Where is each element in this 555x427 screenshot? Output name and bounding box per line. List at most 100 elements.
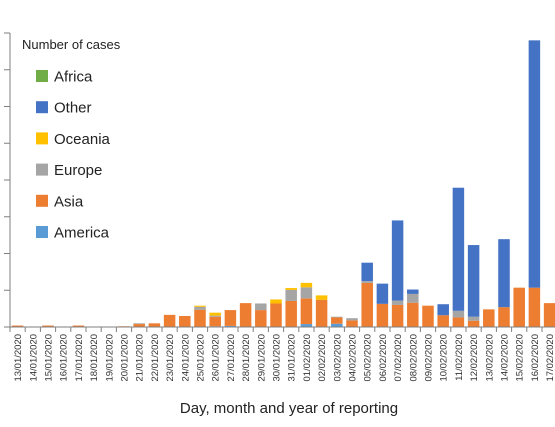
bar-other-25: [391, 220, 404, 301]
bar-america-21: [331, 323, 343, 327]
legend: Africa Other Oceania Europe Asia America: [36, 69, 111, 242]
bar-america-14: [224, 325, 237, 327]
bar-asia-8: [133, 324, 145, 327]
bar-europe-22: [346, 318, 358, 321]
x-tick-label: 01/02/2020: [302, 334, 313, 382]
x-tick-label: 03/02/2020: [332, 334, 343, 382]
bar-asia-33: [513, 287, 525, 327]
x-tick-label: 25/01/2020: [196, 334, 207, 382]
bar-asia-15: [239, 303, 252, 327]
bar-oceania-19: [300, 282, 313, 288]
bar-oceania-12: [194, 305, 206, 307]
bar-other-32: [498, 239, 510, 308]
legend-label-asia: Asia: [54, 193, 84, 210]
bar-asia-31: [483, 309, 495, 327]
x-tick-label: 29/01/2020: [256, 334, 267, 382]
x-tick-label: 19/01/2020: [104, 334, 115, 382]
x-tick-label: 23/01/2020: [165, 334, 176, 382]
x-tick-label: 27/01/2020: [226, 334, 237, 382]
legend-swatch-oceania: [36, 132, 48, 145]
bar-europe-19: [300, 287, 313, 299]
bar-asia-22: [346, 320, 358, 327]
bar-asia-9: [148, 323, 161, 327]
x-tick-label: 15/02/2020: [515, 334, 526, 382]
bar-other-23: [361, 262, 373, 282]
legend-swatch-europe: [36, 163, 48, 176]
bar-asia-24: [376, 303, 389, 327]
x-tick-label: 17/01/2020: [74, 334, 85, 382]
x-tick-label: 17/02/2020: [545, 334, 555, 382]
bar-oceania-20: [315, 295, 328, 300]
bar-europe-23: [361, 281, 373, 283]
bar-other-24: [376, 283, 389, 304]
x-tick-label: 12/02/2020: [469, 334, 480, 382]
legend-label-europe: Europe: [54, 162, 102, 179]
bar-asia-34: [528, 287, 541, 327]
bar-asia-4: [72, 325, 85, 327]
bar-europe-8: [133, 323, 145, 325]
bar-other-34: [528, 40, 541, 288]
bar-europe-13: [209, 315, 221, 317]
x-tick-label: 28/01/2020: [241, 334, 252, 382]
legend-swatch-america: [36, 226, 48, 238]
bar-asia-18: [285, 300, 297, 327]
bar-asia-32: [498, 307, 510, 327]
bar-europe-25: [391, 300, 404, 305]
bar-oceania-17: [270, 299, 282, 304]
bar-asia-23: [361, 282, 373, 327]
y-axis-label: Number of cases: [22, 37, 121, 52]
bar-europe-12: [194, 306, 206, 310]
bar-asia-2: [42, 325, 54, 327]
x-tick-label: 11/02/2020: [454, 334, 465, 381]
bar-europe-30: [467, 316, 480, 321]
bar-asia-11: [179, 315, 191, 327]
x-tick-label: 31/01/2020: [287, 334, 298, 382]
bar-asia-27: [422, 305, 434, 327]
bar-asia-14: [224, 310, 237, 326]
bar-asia-12: [194, 309, 206, 327]
legend-label-oceania: Oceania: [54, 131, 111, 148]
bar-asia-0: [11, 325, 24, 327]
x-tick-label: 04/02/2020: [348, 334, 359, 382]
x-tick-label: 26/01/2020: [211, 334, 222, 382]
bar-other-29: [452, 187, 465, 311]
x-tick-label: 30/01/2020: [272, 334, 283, 382]
legend-swatch-africa: [36, 70, 48, 82]
x-tick-label: 05/02/2020: [363, 334, 374, 382]
x-tick-label: 18/01/2020: [89, 334, 100, 382]
bar-asia-26: [407, 302, 419, 327]
x-axis: 13/01/2020 14/01/2020 15/01/2020 16/01/2020…: [9, 326, 555, 382]
x-tick-label: 16/02/2020: [530, 334, 541, 382]
x-tick-label: 02/02/2020: [317, 334, 328, 382]
bar-oceania-13: [209, 312, 221, 316]
bar-asia-20: [315, 299, 328, 327]
bar-asia-19: [300, 298, 313, 325]
x-tick-label: 15/01/2020: [44, 334, 55, 382]
x-tick-label: 14/01/2020: [28, 334, 39, 382]
bar-asia-30: [467, 320, 480, 327]
bar-asia-16: [255, 310, 267, 327]
bar-asia-13: [209, 316, 221, 327]
bar-other-30: [467, 245, 480, 317]
bar-asia-25: [391, 304, 404, 327]
legend-label-other: Other: [54, 100, 92, 117]
bar-europe-16: [255, 303, 267, 311]
legend-swatch-other: [36, 101, 48, 114]
bars-area: [11, 40, 555, 327]
bar-other-26: [407, 289, 419, 294]
x-tick-label: 06/02/2020: [378, 334, 389, 382]
bar-asia-17: [270, 303, 282, 327]
x-tick-label: 14/02/2020: [500, 334, 511, 382]
bar-europe-29: [452, 310, 465, 318]
bar-oceania-18: [285, 288, 297, 290]
legend-label-africa: Africa: [54, 69, 93, 86]
bar-asia-21: [331, 317, 343, 324]
x-tick-label: 20/01/2020: [120, 334, 131, 382]
x-tick-label: 08/02/2020: [408, 334, 419, 382]
bar-america-19: [300, 324, 313, 327]
legend-swatch-asia: [36, 194, 48, 207]
x-tick-label: 10/02/2020: [439, 334, 450, 382]
bar-other-28: [437, 304, 449, 316]
x-tick-label: 13/01/2020: [13, 334, 24, 382]
x-tick-label: 09/02/2020: [424, 334, 435, 382]
